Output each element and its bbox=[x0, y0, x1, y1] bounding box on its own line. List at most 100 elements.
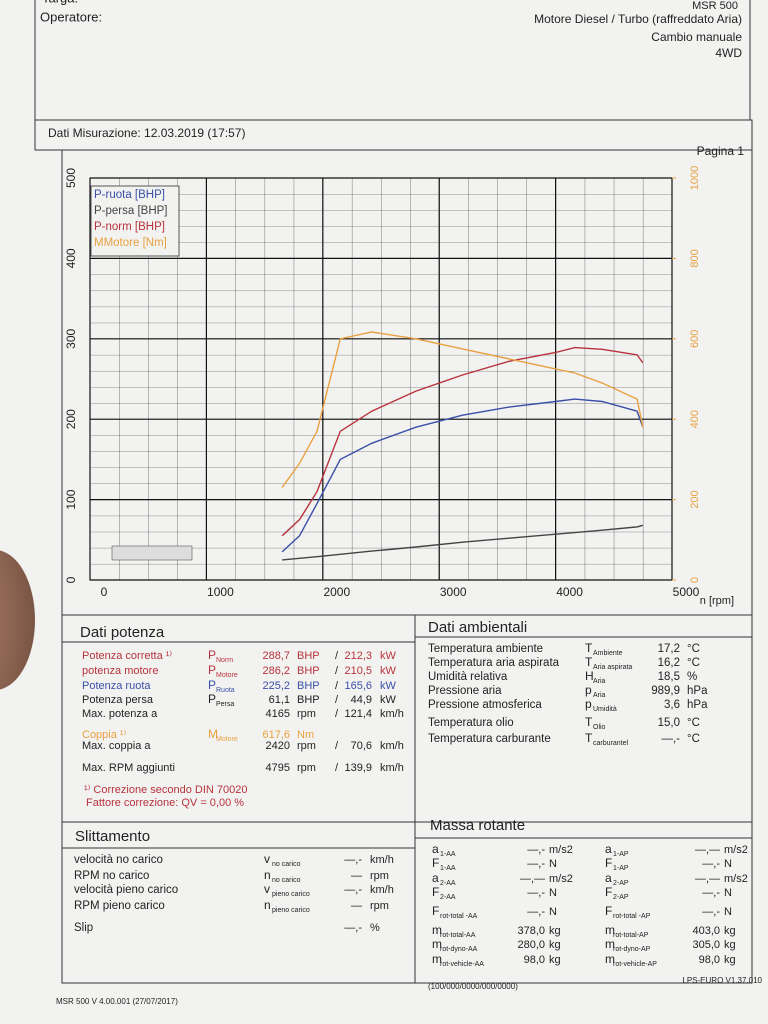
value: 139,9 bbox=[344, 762, 372, 774]
symbol: m bbox=[605, 923, 615, 937]
symbol-subscript: Olio bbox=[593, 724, 606, 731]
symbol: m bbox=[432, 923, 442, 937]
symbol: m bbox=[432, 937, 442, 951]
section-title: Slittamento bbox=[75, 828, 150, 845]
value: 212,3 bbox=[344, 650, 372, 662]
separator: / bbox=[335, 694, 339, 706]
unit: BHP bbox=[297, 680, 320, 692]
row-label: Pressione atmosferica bbox=[428, 699, 542, 711]
symbol: F bbox=[605, 856, 612, 870]
symbol-subscript: no carico bbox=[272, 877, 301, 884]
unit: kg bbox=[549, 954, 561, 966]
symbol: T bbox=[585, 655, 593, 669]
y-tick-label: 200 bbox=[64, 409, 78, 429]
unit: kW bbox=[380, 665, 397, 677]
symbol-subscript: 1-AP bbox=[613, 865, 629, 872]
unit: °C bbox=[687, 643, 700, 655]
unit: N bbox=[724, 858, 732, 870]
y2-tick-label: 800 bbox=[689, 249, 701, 267]
value: 286,2 bbox=[262, 665, 290, 677]
unit: kg bbox=[724, 939, 736, 951]
unit: rpm bbox=[370, 870, 389, 882]
footer-software: MSR 500 V 4.00.001 (27/07/2017) bbox=[56, 997, 178, 1006]
unit: Nm bbox=[297, 729, 314, 741]
y2-tick-label: 400 bbox=[689, 410, 701, 428]
device: MSR 500 bbox=[692, 0, 738, 12]
separator: / bbox=[335, 665, 339, 677]
value: 225,2 bbox=[262, 680, 290, 692]
x-tick-label: 3000 bbox=[440, 585, 467, 599]
symbol: F bbox=[432, 856, 439, 870]
unit: BHP bbox=[297, 665, 320, 677]
x-axis-label: n [rpm] bbox=[700, 595, 734, 607]
unit: N bbox=[724, 887, 732, 899]
unit: kW bbox=[380, 650, 397, 662]
separator: / bbox=[335, 650, 339, 662]
note: Fattore correzione: QV = 0,00 % bbox=[86, 797, 244, 809]
value: —,- bbox=[702, 906, 720, 918]
value: — bbox=[351, 870, 362, 882]
unit: BHP bbox=[297, 650, 320, 662]
value: 2420 bbox=[266, 740, 290, 752]
symbol: P bbox=[208, 648, 216, 662]
symbol-subscript: 2-AA bbox=[440, 880, 456, 887]
legend-entry: P-norm [BHP] bbox=[94, 221, 165, 233]
x-tick-label: 2000 bbox=[323, 585, 350, 599]
symbol-subscript: rot-total -AP bbox=[613, 913, 651, 920]
series-line bbox=[281, 398, 644, 553]
unit: % bbox=[370, 922, 380, 934]
row-label: Potenza corretta ¹⁾ bbox=[82, 650, 172, 662]
y-tick-label: 500 bbox=[64, 168, 78, 188]
symbol-subscript: Motore bbox=[216, 736, 238, 743]
unit: kW bbox=[380, 694, 397, 706]
row-label: Potenza persa bbox=[82, 694, 154, 706]
legend-entry: P-persa [BHP] bbox=[94, 205, 168, 217]
symbol: H bbox=[585, 669, 594, 683]
unit: km/h bbox=[380, 740, 404, 752]
symbol-subscript: rot-dyno-AA bbox=[440, 946, 478, 953]
row-label: potenza motore bbox=[82, 665, 158, 677]
separator: / bbox=[335, 708, 339, 720]
symbol-subscript: Ruota bbox=[216, 687, 235, 694]
unit: m/s2 bbox=[724, 873, 748, 885]
symbol: T bbox=[585, 715, 593, 729]
symbol-subscript: no carico bbox=[272, 861, 301, 868]
plot-grid bbox=[89, 177, 673, 581]
note: ¹⁾ Correzione secondo DIN 70020 bbox=[84, 784, 248, 796]
series-line bbox=[281, 346, 644, 537]
value: 4795 bbox=[266, 762, 290, 774]
row-label: velocità pieno carico bbox=[74, 884, 178, 896]
engine: Motore Diesel / Turbo (raffreddato Aria) bbox=[534, 12, 742, 26]
y-tick-label: 300 bbox=[64, 328, 78, 348]
value: 210,5 bbox=[344, 665, 372, 677]
legend-entry: P-ruota [BHP] bbox=[94, 189, 165, 201]
unit: kg bbox=[724, 925, 736, 937]
symbol-subscript: 1-AA bbox=[440, 851, 456, 858]
unit: rpm bbox=[370, 900, 389, 912]
symbol: a bbox=[432, 871, 439, 885]
frames bbox=[34, 0, 753, 984]
symbol-subscript: pieno carico bbox=[272, 891, 310, 898]
value: 280,0 bbox=[517, 939, 545, 951]
targa: Targa: bbox=[42, 0, 78, 5]
value: 305,0 bbox=[692, 939, 720, 951]
value: —,— bbox=[695, 844, 720, 856]
value: 288,7 bbox=[262, 650, 290, 662]
row-label: Temperatura aria aspirata bbox=[428, 657, 560, 669]
series-line bbox=[281, 331, 644, 488]
value: —,- bbox=[344, 922, 362, 934]
symbol-subscript: rot-total-AP bbox=[613, 932, 649, 939]
row-label: Max. RPM aggiunti bbox=[82, 762, 175, 774]
value: —,- bbox=[702, 887, 720, 899]
value: 3,6 bbox=[664, 699, 680, 711]
series-line bbox=[282, 524, 644, 561]
operatore: Operatore: bbox=[40, 9, 102, 24]
row-label: Potenza ruota bbox=[82, 680, 151, 692]
symbol-subscript: 2-AP bbox=[613, 894, 629, 901]
row-label: RPM pieno carico bbox=[74, 900, 165, 912]
drive: 4WD bbox=[715, 46, 742, 60]
symbol-subscript: Aria bbox=[593, 692, 606, 699]
row-label: Max. potenza a bbox=[82, 708, 158, 720]
unit: kg bbox=[724, 954, 736, 966]
